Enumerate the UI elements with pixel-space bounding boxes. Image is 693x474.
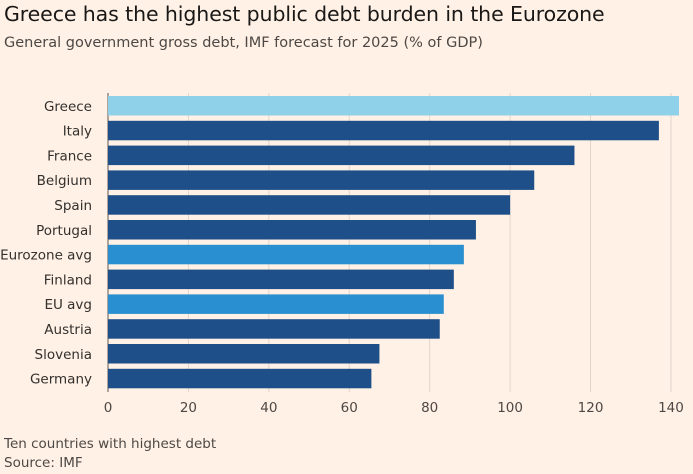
bar-italy bbox=[108, 120, 659, 141]
category-label-eu-avg: EU avg bbox=[44, 297, 92, 313]
chart-subtitle: General government gross debt, IMF forec… bbox=[4, 35, 483, 51]
category-label-austria: Austria bbox=[44, 322, 92, 338]
x-tick-label-120: 120 bbox=[578, 400, 604, 416]
category-label-slovenia: Slovenia bbox=[35, 347, 92, 363]
bar-germany bbox=[108, 368, 372, 389]
bar-slovenia bbox=[108, 344, 380, 364]
category-label-greece: Greece bbox=[44, 99, 92, 115]
category-label-spain: Spain bbox=[54, 198, 92, 214]
category-label-finland: Finland bbox=[44, 272, 92, 288]
x-tick-label-140: 140 bbox=[658, 400, 684, 416]
x-tick-label-100: 100 bbox=[497, 400, 523, 416]
category-label-portugal: Portugal bbox=[36, 223, 92, 239]
bar-eu-avg bbox=[108, 294, 444, 314]
bar-finland bbox=[108, 269, 454, 290]
category-label-france: France bbox=[47, 148, 92, 164]
x-tick-label-0: 0 bbox=[104, 400, 113, 416]
bar-portugal bbox=[108, 220, 476, 240]
category-label-eurozone-avg: Eurozone avg bbox=[0, 248, 92, 264]
category-label-germany: Germany bbox=[30, 372, 92, 388]
bar-austria bbox=[108, 319, 440, 339]
bar-france bbox=[108, 145, 575, 166]
bar-belgium bbox=[108, 170, 535, 190]
x-axis-ticks: 0 20 40 60 80 100 120 140 bbox=[104, 400, 684, 416]
x-tick-label-40: 40 bbox=[260, 400, 277, 416]
bar-eurozone-avg bbox=[108, 244, 464, 265]
x-tick-label-20: 20 bbox=[180, 400, 197, 416]
chart-title: Greece has the highest public debt burde… bbox=[4, 2, 605, 26]
category-label-belgium: Belgium bbox=[37, 173, 92, 189]
bar-spain bbox=[108, 195, 511, 215]
bar-greece bbox=[108, 96, 679, 116]
grid-lines bbox=[107, 93, 672, 392]
x-tick-label-80: 80 bbox=[421, 400, 438, 416]
footnote: Ten countries with highest debt bbox=[4, 436, 217, 452]
source-note: Source: IMF bbox=[4, 455, 83, 471]
bars bbox=[108, 96, 679, 389]
category-labels: Greece Italy France Belgium Spain Portugal Eur… bbox=[0, 99, 92, 388]
category-label-italy: Italy bbox=[63, 124, 92, 140]
x-tick-label-60: 60 bbox=[341, 400, 358, 416]
